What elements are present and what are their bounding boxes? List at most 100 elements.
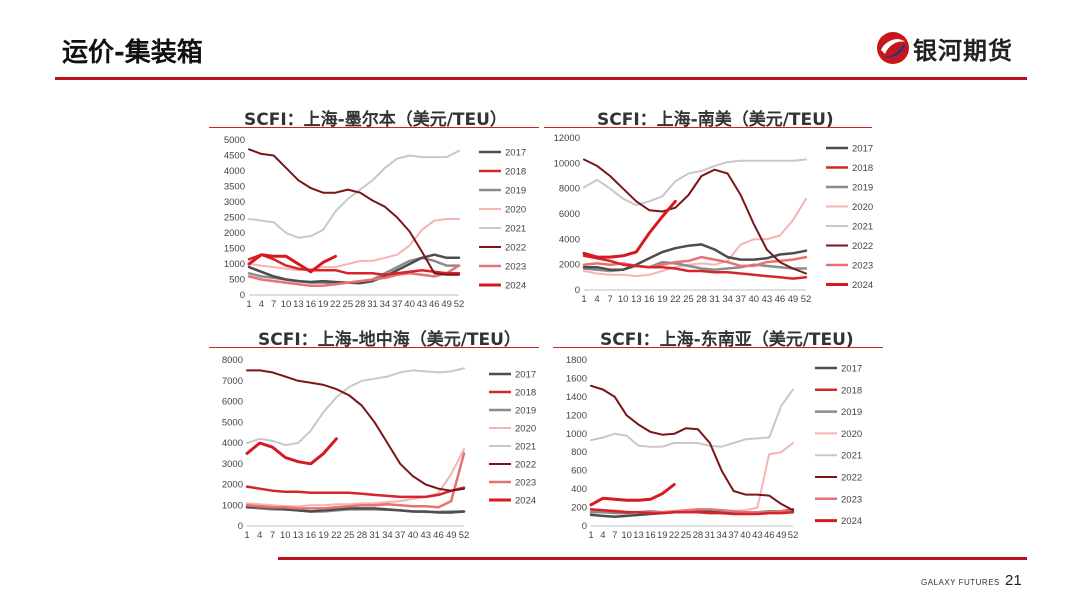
- x-tick-label: 46: [764, 530, 775, 541]
- series-line-2018: [245, 485, 466, 499]
- x-tick-label: 4: [257, 530, 262, 541]
- legend-label-2023: 2023: [505, 262, 526, 273]
- series-line-2023: [247, 264, 461, 287]
- brand-logo: 银河期货: [875, 28, 1025, 68]
- x-tick-label: 16: [645, 530, 656, 541]
- legend-label-2022: 2022: [515, 460, 536, 471]
- x-tick-label: 19: [318, 530, 329, 541]
- x-tick-label: 16: [305, 299, 316, 310]
- y-tick-label: 7000: [222, 376, 243, 387]
- legend-label-2019: 2019: [515, 406, 536, 417]
- chart-southeast-asia: 0 200 400 600 800 1000 1200 1400 1600 1800 1 4 7 10 13…: [566, 355, 862, 541]
- footer-divider: [278, 557, 1027, 560]
- series-line-2017: [245, 506, 466, 514]
- series-line-2018: [582, 254, 808, 280]
- series-line-2022: [583, 158, 807, 275]
- series-line-2022: [246, 369, 465, 492]
- y-tick-label: 10000: [554, 158, 580, 169]
- legend-label-2020: 2020: [515, 424, 536, 435]
- legend-label-2018: 2018: [841, 385, 862, 396]
- legend-label-2022: 2022: [841, 473, 862, 484]
- y-tick-label: 1500: [224, 244, 245, 255]
- series-line-2021: [583, 158, 807, 207]
- x-tick-label: 49: [776, 530, 787, 541]
- y-tick-label: 4000: [559, 234, 580, 245]
- chart-divider: [553, 347, 883, 348]
- series-line-2024: [589, 483, 676, 507]
- x-tick-label: 1: [246, 299, 251, 310]
- legend-label-2018: 2018: [852, 163, 873, 174]
- y-tick-label: 600: [571, 466, 587, 477]
- chart-title-south-america: SCFI：上海-南美（美元/TEU): [597, 110, 834, 130]
- x-tick-label: 22: [669, 530, 680, 541]
- x-tick-label: 46: [775, 294, 786, 305]
- y-tick-label: 4500: [224, 151, 245, 162]
- x-tick-label: 52: [801, 294, 812, 305]
- series-line-2022: [248, 148, 460, 276]
- x-tick-label: 49: [441, 299, 452, 310]
- y-tick-label: 2500: [224, 213, 245, 224]
- x-tick-label: 10: [618, 294, 629, 305]
- legend-label-2024: 2024: [505, 281, 526, 292]
- chart-title-mediterranean: SCFI：上海-地中海（美元/TEU）: [258, 330, 521, 350]
- y-tick-label: 8000: [222, 355, 243, 366]
- x-tick-label: 52: [459, 530, 470, 541]
- y-tick-label: 1600: [566, 373, 587, 384]
- x-tick-label: 52: [454, 299, 465, 310]
- x-tick-label: 34: [382, 530, 393, 541]
- x-tick-label: 28: [696, 294, 707, 305]
- x-tick-label: 43: [762, 294, 773, 305]
- x-tick-label: 25: [683, 294, 694, 305]
- x-tick-label: 7: [270, 530, 275, 541]
- legend-label-2020: 2020: [852, 202, 873, 213]
- legend-label-2022: 2022: [505, 243, 526, 254]
- chart-divider: [209, 127, 539, 128]
- x-tick-label: 28: [357, 530, 368, 541]
- x-tick-label: 43: [752, 530, 763, 541]
- y-tick-label: 12000: [554, 133, 580, 144]
- y-tick-label: 5000: [224, 135, 245, 146]
- x-tick-label: 40: [404, 299, 415, 310]
- legend-label-2021: 2021: [515, 442, 536, 453]
- x-tick-label: 13: [293, 299, 304, 310]
- legend-label-2023: 2023: [852, 261, 873, 272]
- x-tick-label: 34: [716, 530, 727, 541]
- x-tick-label: 4: [259, 299, 264, 310]
- x-tick-label: 19: [318, 299, 329, 310]
- series-line-2024: [582, 199, 677, 259]
- x-tick-label: 22: [670, 294, 681, 305]
- legend-label-2022: 2022: [852, 241, 873, 252]
- x-tick-label: 10: [281, 299, 292, 310]
- chart-title-melbourne: SCFI：上海-墨尔本（美元/TEU）: [244, 110, 507, 130]
- x-tick-label: 4: [600, 530, 605, 541]
- x-tick-label: 28: [355, 299, 366, 310]
- x-tick-label: 7: [612, 530, 617, 541]
- x-tick-label: 40: [740, 530, 751, 541]
- x-tick-label: 37: [735, 294, 746, 305]
- y-tick-label: 3000: [222, 459, 243, 470]
- x-tick-label: 31: [367, 299, 378, 310]
- legend-label-2024: 2024: [841, 516, 862, 527]
- chart-divider: [544, 127, 872, 128]
- y-tick-label: 500: [229, 275, 245, 286]
- legend-label-2017: 2017: [852, 144, 873, 155]
- x-tick-label: 1: [244, 530, 249, 541]
- x-tick-label: 19: [657, 294, 668, 305]
- series-line-2020: [248, 218, 460, 272]
- x-tick-label: 49: [788, 294, 799, 305]
- x-tick-label: 7: [271, 299, 276, 310]
- legend-label-2017: 2017: [515, 370, 536, 381]
- x-tick-label: 37: [728, 530, 739, 541]
- chart-mediterranean: 0 1000 2000 3000 4000 5000 6000 7000 8000 1 4 7 10 13…: [222, 355, 536, 541]
- y-tick-label: 0: [575, 285, 580, 296]
- y-tick-label: 6000: [559, 209, 580, 220]
- x-tick-label: 19: [657, 530, 668, 541]
- legend-label-2020: 2020: [505, 205, 526, 216]
- x-tick-label: 28: [693, 530, 704, 541]
- x-tick-label: 34: [722, 294, 733, 305]
- x-tick-label: 43: [420, 530, 431, 541]
- x-tick-label: 43: [417, 299, 428, 310]
- x-tick-label: 31: [709, 294, 720, 305]
- y-tick-label: 2000: [559, 260, 580, 271]
- x-tick-label: 31: [705, 530, 716, 541]
